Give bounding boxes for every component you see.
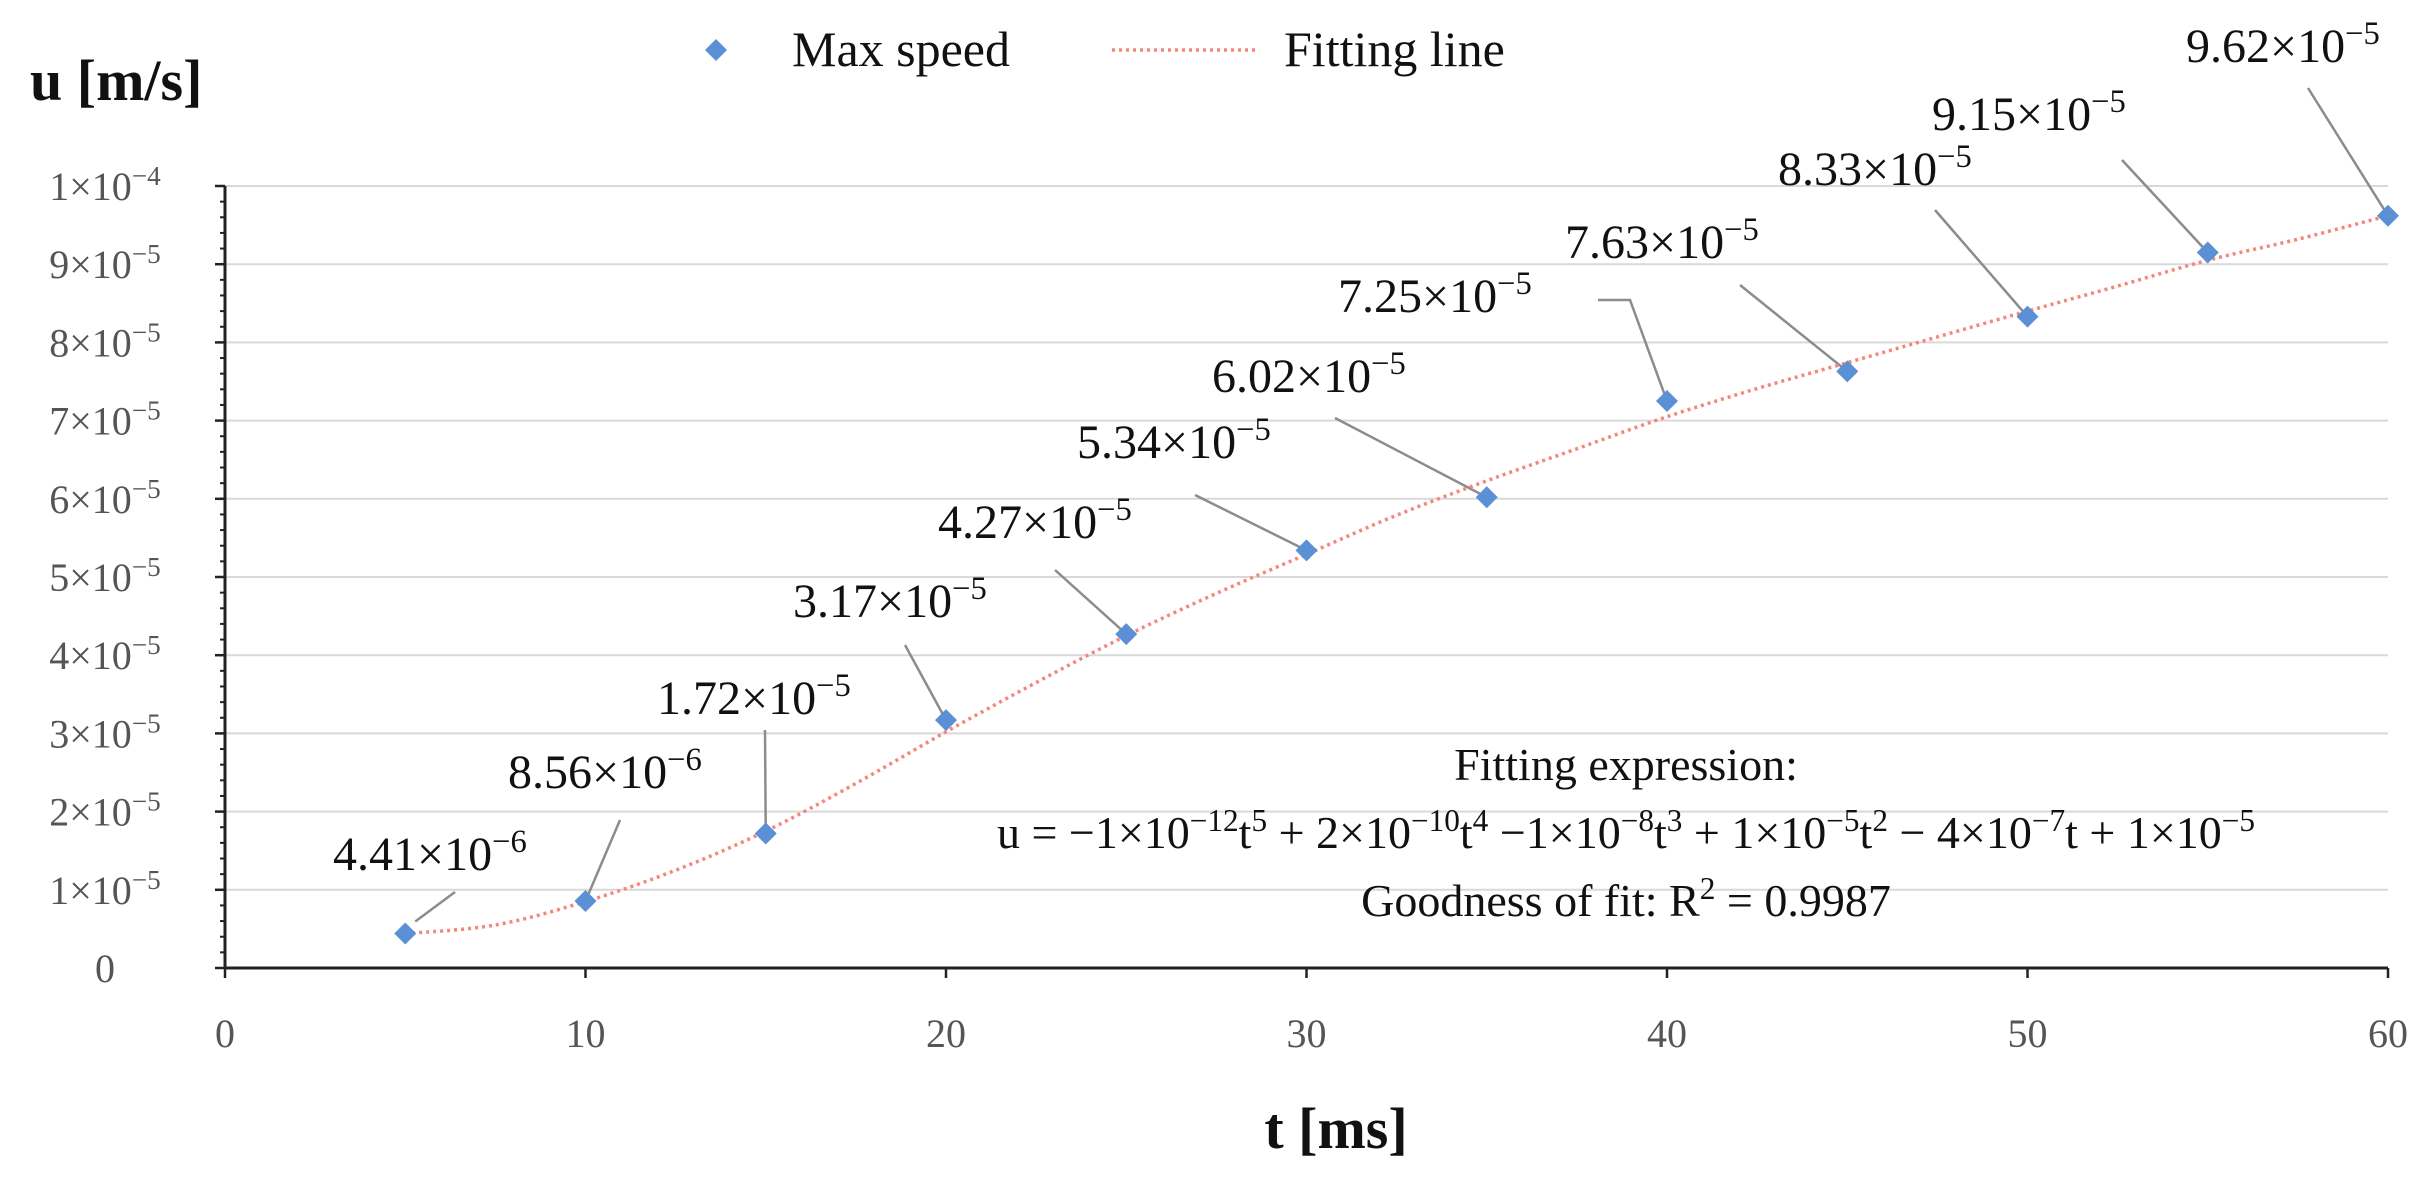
leader-line — [1334, 416, 1488, 499]
data-point — [1836, 360, 1859, 383]
y-tick-label: 0 — [95, 946, 115, 991]
data-label: 4.41×10−6 — [333, 824, 527, 881]
x-tick-label: 50 — [2008, 1011, 2048, 1056]
y-tick-label: 4×10−5 — [49, 630, 161, 678]
data-point — [394, 922, 417, 945]
y-axis-title: u [m/s] — [30, 48, 202, 113]
grid — [225, 185, 2388, 891]
leader-line — [1054, 569, 1128, 636]
leader-line — [1934, 209, 2029, 318]
data-label: 7.63×10−5 — [1565, 212, 1759, 269]
data-point — [935, 709, 957, 732]
data-point — [1115, 623, 1138, 646]
leader-line — [2306, 87, 2390, 217]
x-tick-label: 0 — [215, 1011, 235, 1056]
y-tick-label: 8×10−5 — [49, 317, 161, 365]
x-tick-label: 60 — [2368, 1011, 2408, 1056]
x-axis-title: t [ms] — [1264, 1096, 1407, 1161]
x-tick-label: 10 — [566, 1011, 606, 1056]
leader-line — [1598, 298, 1669, 402]
data-label: 5.34×10−5 — [1077, 412, 1271, 469]
data-point — [1656, 390, 1678, 413]
legend-marker-max-speed — [705, 39, 727, 61]
leader-line — [2121, 159, 2209, 254]
axes: 0 1×10−5 2×10−5 3×10−5 4×10−5 5×10−5 6×10−5 7×1… — [49, 161, 2408, 1056]
x-tick-label: 40 — [1647, 1011, 1687, 1056]
series — [394, 204, 2399, 945]
y-tick-label: 6×10−5 — [49, 474, 161, 522]
y-tick-label: 9×10−5 — [49, 239, 161, 287]
leader-line — [1194, 493, 1308, 552]
data-point — [1295, 539, 1318, 562]
y-tick-label: 1×10−4 — [49, 161, 161, 209]
leader-line — [763, 729, 767, 834]
goodness-of-fit: Goodness of fit: R2 = 0.9987 — [1361, 871, 1891, 927]
y-tick-label: 1×10−5 — [49, 865, 161, 913]
data-point — [1475, 486, 1498, 509]
y-tick-label: 7×10−5 — [49, 396, 161, 444]
legend: Max speed Fitting line — [705, 21, 1505, 77]
legend-label-fitting-line: Fitting line — [1284, 21, 1505, 77]
x-tick-label: 20 — [926, 1011, 966, 1056]
data-point — [2196, 241, 2219, 264]
data-label: 7.25×10−5 — [1338, 266, 1532, 323]
data-point — [754, 822, 777, 845]
data-label: 4.27×10−5 — [938, 492, 1132, 549]
fit-equation: u = −1×10−12t5 + 2×10−10t4 −1×10−8t3 + 1… — [997, 803, 2255, 859]
x-tick-label: 30 — [1287, 1011, 1327, 1056]
data-label: 9.15×10−5 — [1932, 84, 2126, 141]
data-point — [2016, 305, 2039, 328]
leader-line — [584, 819, 622, 902]
fitting-line — [405, 214, 2389, 936]
data-labels: 4.41×10−6 8.56×10−6 1.72×10−5 3.17×10−5 4.27… — [333, 16, 2380, 881]
data-label: 3.17×10−5 — [793, 571, 987, 628]
data-label: 8.56×10−6 — [508, 742, 702, 799]
leader-lines — [414, 87, 2390, 923]
y-tick-label: 2×10−5 — [49, 787, 161, 835]
y-tick-label: 3×10−5 — [49, 708, 161, 756]
legend-label-max-speed: Max speed — [792, 21, 1010, 77]
data-label: 8.33×10−5 — [1778, 139, 1972, 196]
data-label: 9.62×10−5 — [2186, 16, 2380, 73]
fit-annotation: Fitting expression: u = −1×10−12t5 + 2×1… — [997, 739, 2255, 926]
y-tick-label: 5×10−5 — [49, 552, 161, 600]
leader-line — [903, 644, 948, 721]
leader-line — [1739, 284, 1849, 373]
leader-line — [414, 890, 456, 923]
data-point — [2377, 204, 2399, 227]
data-point — [574, 890, 597, 913]
data-label: 6.02×10−5 — [1212, 346, 1406, 403]
fit-heading: Fitting expression: — [1454, 739, 1798, 790]
data-label: 1.72×10−5 — [657, 668, 851, 725]
